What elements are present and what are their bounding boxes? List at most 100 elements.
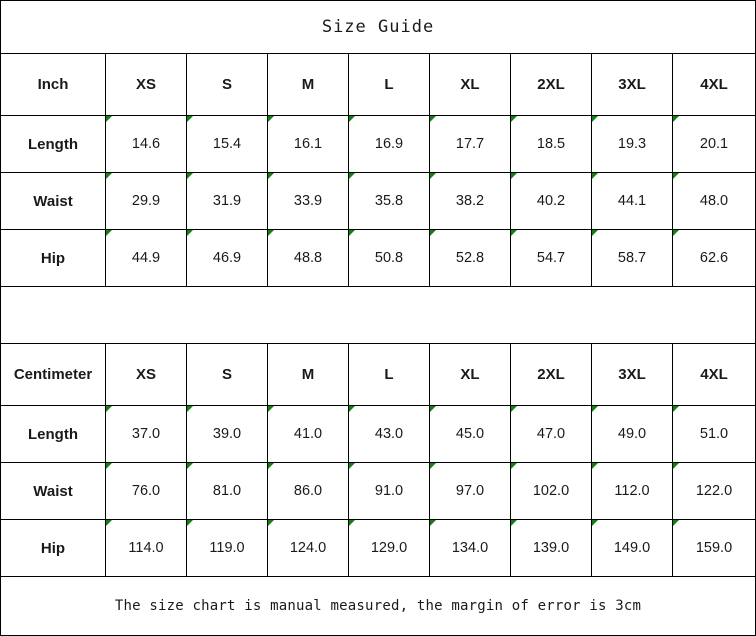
green-corner-triangle-icon xyxy=(268,173,274,179)
green-corner-triangle-icon xyxy=(268,230,274,236)
size-header-4xl: 4XL xyxy=(671,343,756,406)
green-corner-triangle-icon xyxy=(673,230,679,236)
measurement-value-text: 40.2 xyxy=(536,193,566,209)
size-header-3xl: 3XL xyxy=(591,53,673,116)
measurement-value: 58.7 xyxy=(591,229,673,287)
measurement-value-text: 134.0 xyxy=(451,540,489,556)
measurement-value: 86.0 xyxy=(267,462,349,520)
measurement-value: 40.2 xyxy=(510,172,592,230)
size-header-xs: XS xyxy=(105,53,187,116)
measurement-value-text: 44.9 xyxy=(131,250,161,266)
green-corner-triangle-icon xyxy=(673,520,679,526)
measurement-value: 39.0 xyxy=(186,405,268,463)
green-corner-triangle-icon xyxy=(349,173,355,179)
measurement-value-text: 49.0 xyxy=(617,426,647,442)
measurement-value: 44.1 xyxy=(591,172,673,230)
measurement-value: 31.9 xyxy=(186,172,268,230)
measurement-label-waist: Waist xyxy=(0,462,106,520)
green-corner-triangle-icon xyxy=(349,116,355,122)
measurement-value-text: 29.9 xyxy=(131,193,161,209)
table-row: Waist 76.0 81.0 86.0 91.0 97.0 102.0 112.0 122.0 xyxy=(0,462,756,520)
spacer-cell xyxy=(0,286,756,344)
size-header-m: M xyxy=(267,343,349,406)
measurement-value: 62.6 xyxy=(671,229,756,287)
measurement-value-text: 54.7 xyxy=(536,250,566,266)
header-row-centimeter: Centimeter XS S M L XL 2XL 3XL 4XL xyxy=(0,343,756,406)
green-corner-triangle-icon xyxy=(511,406,517,412)
measurement-value-text: 91.0 xyxy=(374,483,404,499)
measurement-value: 44.9 xyxy=(105,229,187,287)
measurement-value: 48.8 xyxy=(267,229,349,287)
green-corner-triangle-icon xyxy=(349,230,355,236)
measurement-value: 16.9 xyxy=(348,115,430,173)
size-header-m: M xyxy=(267,53,349,116)
measurement-value: 19.3 xyxy=(591,115,673,173)
measurement-value: 51.0 xyxy=(671,405,756,463)
green-corner-triangle-icon xyxy=(268,406,274,412)
measurement-value-text: 31.9 xyxy=(212,193,242,209)
measurement-value: 41.0 xyxy=(267,405,349,463)
green-corner-triangle-icon xyxy=(106,230,112,236)
measurement-value: 149.0 xyxy=(591,519,673,577)
measurement-value: 122.0 xyxy=(671,462,756,520)
measurement-value-text: 62.6 xyxy=(699,250,729,266)
disclaimer-note: The size chart is manual measured, the m… xyxy=(0,576,756,636)
size-header-2xl: 2XL xyxy=(510,343,592,406)
green-corner-triangle-icon xyxy=(187,520,193,526)
green-corner-triangle-icon xyxy=(349,406,355,412)
spacer-row xyxy=(0,286,756,344)
measurement-label-waist: Waist xyxy=(0,172,106,230)
size-header-xs: XS xyxy=(105,343,187,406)
measurement-value: 159.0 xyxy=(671,519,756,577)
measurement-value: 119.0 xyxy=(186,519,268,577)
measurement-label-hip: Hip xyxy=(0,519,106,577)
table-row: Length 14.6 15.4 16.1 16.9 17.7 18.5 19.3 20.1 xyxy=(0,115,756,173)
measurement-value-text: 43.0 xyxy=(374,426,404,442)
measurement-value-text: 48.8 xyxy=(293,250,323,266)
size-header-4xl: 4XL xyxy=(671,53,756,116)
size-header-s: S xyxy=(186,53,268,116)
green-corner-triangle-icon xyxy=(430,406,436,412)
measurement-value-text: 149.0 xyxy=(613,540,651,556)
measurement-value: 46.9 xyxy=(186,229,268,287)
measurement-value-text: 159.0 xyxy=(695,540,733,556)
measurement-value-text: 39.0 xyxy=(212,426,242,442)
measurement-value: 43.0 xyxy=(348,405,430,463)
measurement-value: 114.0 xyxy=(105,519,187,577)
green-corner-triangle-icon xyxy=(187,463,193,469)
note-row: The size chart is manual measured, the m… xyxy=(0,576,756,636)
measurement-label-length: Length xyxy=(0,115,106,173)
measurement-value: 139.0 xyxy=(510,519,592,577)
green-corner-triangle-icon xyxy=(592,230,598,236)
measurement-value: 112.0 xyxy=(591,462,673,520)
page-title: Size Guide xyxy=(0,0,756,54)
measurement-value-text: 33.9 xyxy=(293,193,323,209)
measurement-value-text: 119.0 xyxy=(209,540,245,556)
green-corner-triangle-icon xyxy=(349,520,355,526)
measurement-value: 134.0 xyxy=(429,519,511,577)
table-row: Hip 44.9 46.9 48.8 50.8 52.8 54.7 58.7 62.6 xyxy=(0,229,756,287)
measurement-value: 76.0 xyxy=(105,462,187,520)
green-corner-triangle-icon xyxy=(673,406,679,412)
measurement-value: 49.0 xyxy=(591,405,673,463)
green-corner-triangle-icon xyxy=(268,116,274,122)
measurement-value-text: 112.0 xyxy=(614,483,650,499)
measurement-value-text: 129.0 xyxy=(370,540,408,556)
measurement-value: 37.0 xyxy=(105,405,187,463)
measurement-value-text: 139.0 xyxy=(532,540,570,556)
measurement-value-text: 47.0 xyxy=(536,426,566,442)
measurement-value-text: 124.0 xyxy=(289,540,327,556)
green-corner-triangle-icon xyxy=(673,116,679,122)
measurement-value: 18.5 xyxy=(510,115,592,173)
green-corner-triangle-icon xyxy=(430,520,436,526)
green-corner-triangle-icon xyxy=(592,463,598,469)
green-corner-triangle-icon xyxy=(511,173,517,179)
size-header-l: L xyxy=(348,343,430,406)
title-row: Size Guide xyxy=(0,0,756,54)
measurement-value-text: 52.8 xyxy=(455,250,485,266)
green-corner-triangle-icon xyxy=(673,173,679,179)
size-header-l: L xyxy=(348,53,430,116)
measurement-value-text: 15.4 xyxy=(212,136,242,152)
measurement-value: 54.7 xyxy=(510,229,592,287)
